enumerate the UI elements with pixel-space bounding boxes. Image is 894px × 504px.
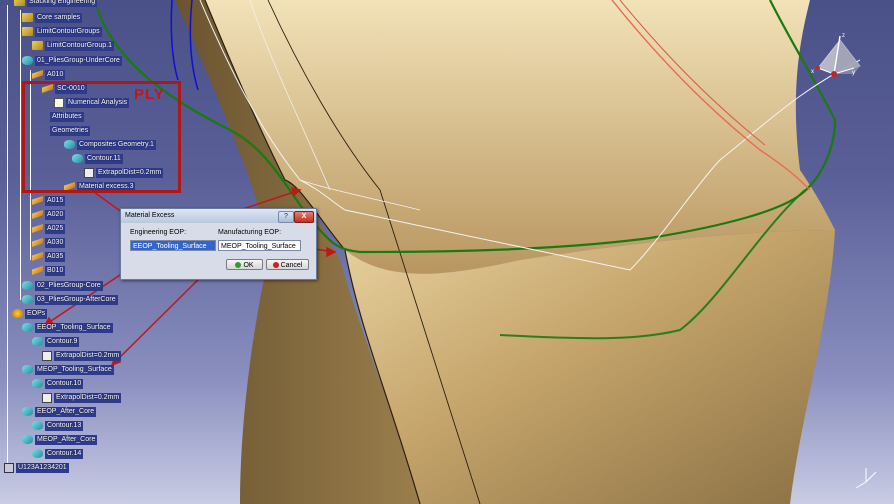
tree-node-geometries[interactable]: Geometries xyxy=(50,125,91,136)
tree-node-contour-13[interactable]: Contour.13 xyxy=(32,420,84,431)
tree-node-plies-group-undercore[interactable]: 01_PliesGroup-UnderCore xyxy=(22,55,122,66)
tree-node-limit-contour-group[interactable]: LimitContourGroup.1 xyxy=(32,40,114,51)
cancel-icon xyxy=(272,262,279,269)
engineering-eop-field[interactable]: EEOP_Tooling_Surface xyxy=(130,240,216,251)
tree-node-eeop-after-core[interactable]: EEOP_After_Core xyxy=(22,406,97,417)
tree-node-contour-14[interactable]: Contour.14 xyxy=(32,448,84,459)
ply-icon xyxy=(32,266,43,275)
tree-node-contour-11[interactable]: Contour.11 xyxy=(72,153,123,164)
ply-icon xyxy=(32,70,43,79)
tree-node-contour-9[interactable]: Contour.9 xyxy=(32,336,80,347)
eop-geometry-icon xyxy=(22,365,33,374)
plies-group-icon xyxy=(22,56,33,65)
part-icon xyxy=(22,27,33,36)
engineering-eop-label: Engineering EOP: xyxy=(130,229,187,236)
plies-group-icon xyxy=(22,295,33,304)
tree-node-eops[interactable]: EOPs xyxy=(12,308,48,319)
ok-label: OK xyxy=(243,262,254,269)
tree-node-attributes[interactable]: Attributes xyxy=(50,111,84,122)
tree-node-extrapol-1[interactable]: ExtrapolDist=0.2mm xyxy=(84,167,164,178)
tree-node-sc0010[interactable]: SC-0010 xyxy=(42,83,87,94)
tree-node-extrapol-2[interactable]: ExtrapolDist=0.2mm xyxy=(42,350,122,361)
compass-icon[interactable]: x y z xyxy=(804,30,868,90)
parameter-icon xyxy=(84,167,94,178)
parameter-icon xyxy=(42,392,52,403)
tree-node-numerical-analysis[interactable]: Numerical Analysis xyxy=(54,97,130,108)
tree-node-eeop-tooling[interactable]: EEOP_Tooling_Surface xyxy=(22,322,113,333)
cancel-label: Cancel xyxy=(280,262,303,269)
compass-x-label: x xyxy=(811,69,814,75)
material-excess-icon xyxy=(64,182,75,191)
eop-geometry-icon xyxy=(22,435,33,444)
tree-node-root-part[interactable]: U123A1234201 xyxy=(4,462,69,473)
tree-node-material-excess[interactable]: Material excess.3 xyxy=(64,181,136,192)
dialog-titlebar[interactable]: Material Excess ? X xyxy=(121,209,316,223)
sequence-icon xyxy=(42,84,53,93)
contour-icon xyxy=(32,449,43,458)
material-excess-dialog: Material Excess ? X Engineering EOP: EEO… xyxy=(120,208,317,280)
ok-button[interactable]: OK xyxy=(226,259,263,270)
tree-node-limit-contour-groups[interactable]: LimitContourGroups xyxy=(22,26,102,37)
ply-icon xyxy=(32,224,43,233)
document-icon xyxy=(54,97,64,108)
tree-node-a010[interactable]: A010 xyxy=(32,69,66,80)
tree-node-meop-after-core[interactable]: MEOP_After_Core xyxy=(22,434,98,445)
dialog-title: Material Excess xyxy=(125,212,175,219)
tree-node-contour-10[interactable]: Contour.10 xyxy=(32,378,84,389)
ply-icon xyxy=(32,238,43,247)
tree-branch-line xyxy=(20,10,21,300)
tree-node-composites-geometry[interactable]: Composites Geometry.1 xyxy=(64,139,156,150)
cancel-button[interactable]: Cancel xyxy=(266,259,309,270)
eop-geometry-icon xyxy=(22,323,33,332)
compass-y-label: y xyxy=(852,70,855,76)
contour-icon xyxy=(32,421,43,430)
tree-node-a030[interactable]: A030 xyxy=(32,237,66,248)
tree-node-a025[interactable]: A025 xyxy=(32,223,66,234)
tree-node-plies-group-core[interactable]: 02_PliesGroup-Core xyxy=(22,280,103,291)
eop-icon xyxy=(12,309,23,318)
ply-icon xyxy=(32,196,43,205)
tree-node-stacking[interactable]: Stacking Engineering xyxy=(14,0,98,7)
tree-node-a015[interactable]: A015 xyxy=(32,195,66,206)
help-button[interactable]: ? xyxy=(278,211,294,223)
tree-node-a020[interactable]: A020 xyxy=(32,209,66,220)
contour-icon xyxy=(32,379,43,388)
ply-callout-label: PLY xyxy=(134,86,165,103)
geometry-icon xyxy=(64,140,75,149)
part-document-icon xyxy=(4,462,14,473)
plies-group-icon xyxy=(22,281,33,290)
ply-icon xyxy=(32,210,43,219)
part-icon xyxy=(32,41,43,50)
tree-node-extrapol-3[interactable]: ExtrapolDist=0.2mm xyxy=(42,392,122,403)
tree-node-plies-group-aftercore[interactable]: 03_PliesGroup-AfterCore xyxy=(22,294,118,305)
ply-icon xyxy=(32,252,43,261)
parameter-icon xyxy=(42,350,52,361)
tree-node-a035[interactable]: A035 xyxy=(32,251,66,262)
tree-trunk-line xyxy=(7,5,8,468)
axis-triad-icon xyxy=(855,468,877,489)
tree-node-meop-tooling[interactable]: MEOP_Tooling_Surface xyxy=(22,364,114,375)
part-icon xyxy=(22,13,33,22)
part-icon xyxy=(14,0,25,6)
eop-geometry-icon xyxy=(22,407,33,416)
ply-callout-box xyxy=(22,81,181,193)
compass-z-label: z xyxy=(842,33,845,39)
manufacturing-eop-label: Manufacturing EOP: xyxy=(218,229,282,236)
contour-icon xyxy=(32,337,43,346)
manufacturing-eop-field[interactable]: MEOP_Tooling_Surface xyxy=(218,240,301,251)
close-button[interactable]: X xyxy=(294,211,314,223)
tree-node-core-samples[interactable]: Core samples xyxy=(22,12,83,23)
tree-branch-line xyxy=(30,70,31,260)
contour-icon xyxy=(72,154,83,163)
tree-node-b010[interactable]: B010 xyxy=(32,265,66,276)
ok-icon xyxy=(235,262,242,269)
